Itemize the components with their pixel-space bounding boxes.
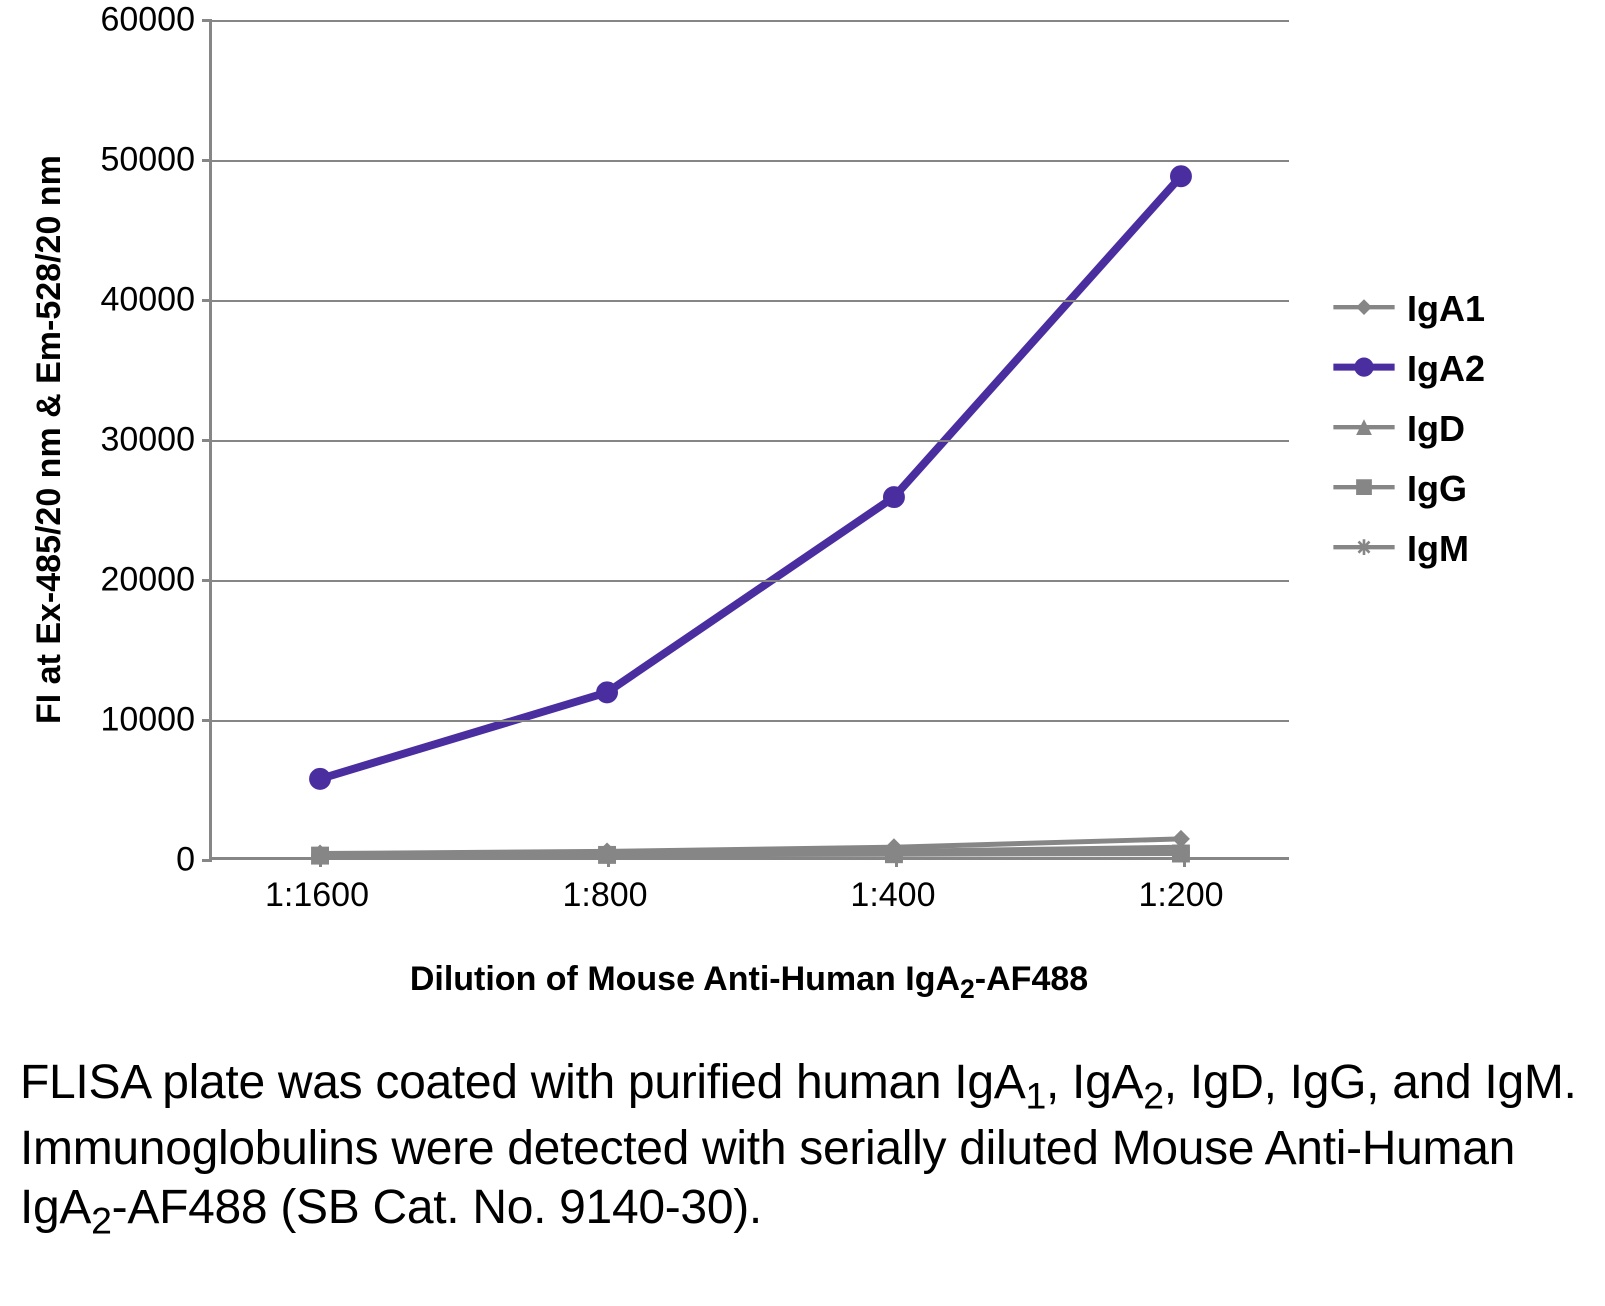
y-axis-title: FI at Ex-485/20 nm & Em-528/20 nm [20, 20, 79, 860]
legend-label: IgM [1407, 528, 1469, 570]
x-axis-title: Dilution of Mouse Anti-Human IgA2-AF488 [209, 960, 1289, 1005]
y-tick-mark [202, 299, 212, 302]
circle-marker [310, 769, 330, 789]
legend: IgA1 IgA2 IgD IgG IgM [1289, 20, 1485, 588]
y-tick-mark [202, 439, 212, 442]
diamond-marker [1356, 299, 1372, 315]
y-tick-mark [202, 19, 212, 22]
asterisk-marker [1356, 539, 1372, 555]
chart-svg [212, 20, 1289, 857]
y-tick-mark [202, 719, 212, 722]
gridline [212, 580, 1289, 582]
square-marker [1356, 479, 1372, 495]
y-tick-label: 60000 [100, 1, 195, 40]
x-axis-title-text: Dilution of Mouse Anti-Human IgA2-AF488 [410, 960, 1088, 998]
y-tick-label: 50000 [100, 141, 195, 180]
legend-item-IgM: IgM [1329, 528, 1485, 570]
y-tick-label: 40000 [100, 281, 195, 320]
circle-marker [884, 487, 904, 507]
legend-swatch [1329, 474, 1399, 504]
x-tick-label: 1:200 [1138, 876, 1223, 915]
caption-text: FLISA plate was coated with purified hum… [20, 1056, 1577, 1235]
y-tick-label: 10000 [100, 701, 195, 740]
gridline [212, 440, 1289, 442]
gridline [212, 20, 1289, 22]
gridline [212, 160, 1289, 162]
asterisk-marker [1172, 843, 1190, 861]
plot-area [209, 20, 1289, 860]
legend-swatch [1329, 534, 1399, 564]
series-line-IgM [320, 852, 1181, 855]
legend-swatch [1329, 414, 1399, 444]
legend-label: IgD [1407, 408, 1465, 450]
legend-item-IgA1: IgA1 [1329, 288, 1485, 330]
x-tick-label: 1:1600 [265, 876, 369, 915]
legend-item-IgA2: IgA2 [1329, 348, 1485, 390]
figure: FI at Ex-485/20 nm & Em-528/20 nm 0 10000… [20, 20, 1585, 1244]
plot-wrap: 1:1600 1:800 1:400 1:200 Dilution of Mouse … [209, 20, 1289, 1005]
legend-item-IgD: IgD [1329, 408, 1485, 450]
circle-marker [1171, 166, 1191, 186]
legend-label: IgA2 [1407, 348, 1485, 390]
x-tick-label: 1:800 [562, 876, 647, 915]
legend-swatch [1329, 354, 1399, 384]
y-tick-mark [202, 159, 212, 162]
legend-swatch [1329, 294, 1399, 324]
y-axis-ticks: 0100002000030000400005000060000 [79, 20, 209, 860]
y-tick-label: 0 [176, 841, 195, 880]
x-axis-ticks: 1:1600 1:800 1:400 1:200 [209, 860, 1289, 920]
gridline [212, 300, 1289, 302]
legend-label: IgA1 [1407, 288, 1485, 330]
gridline [212, 720, 1289, 722]
circle-marker [597, 682, 617, 702]
caption: FLISA plate was coated with purified hum… [20, 1053, 1585, 1245]
circle-marker [1355, 358, 1373, 376]
y-tick-label: 20000 [100, 561, 195, 600]
legend-item-IgG: IgG [1329, 468, 1485, 510]
x-tick-label: 1:400 [850, 876, 935, 915]
legend-label: IgG [1407, 468, 1467, 510]
y-tick-label: 30000 [100, 421, 195, 460]
chart-area: FI at Ex-485/20 nm & Em-528/20 nm 0 10000… [20, 20, 1585, 1005]
y-tick-mark [202, 579, 212, 582]
series-line-IgA2 [320, 176, 1181, 779]
